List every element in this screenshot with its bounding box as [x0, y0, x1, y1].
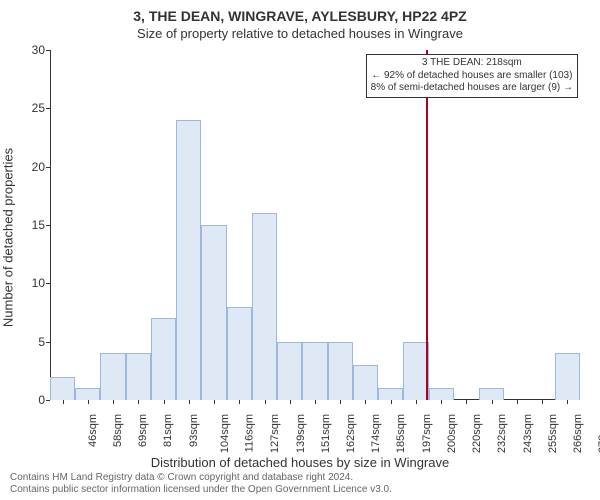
xtick-mark [391, 400, 392, 404]
xtick-mark [542, 400, 543, 404]
histogram-bar [328, 342, 353, 400]
xtick-label: 243sqm [522, 414, 534, 453]
plot-area: 05101520253046sqm58sqm69sqm81sqm93sqm104… [50, 50, 580, 400]
y-axis-label: Number of detached properties [1, 138, 16, 338]
xtick-label: 220sqm [471, 414, 483, 453]
histogram-bar [227, 307, 252, 400]
xtick-label: 174sqm [370, 414, 382, 453]
xtick-mark [88, 400, 89, 404]
xtick-mark [466, 400, 467, 404]
xtick-label: 46sqm [87, 414, 99, 447]
xtick-label: 266sqm [572, 414, 584, 453]
histogram-bar [353, 365, 378, 400]
xtick-mark [113, 400, 114, 404]
xtick-label: 139sqm [295, 414, 307, 453]
xtick-mark [189, 400, 190, 404]
histogram-bar [479, 388, 504, 400]
ytick-mark [46, 108, 50, 109]
ytick-mark [46, 342, 50, 343]
xtick-mark [265, 400, 266, 404]
ytick-label: 15 [15, 218, 45, 232]
footer-attribution: Contains HM Land Registry data © Crown c… [10, 472, 590, 496]
xtick-mark [290, 400, 291, 404]
plot-inner: 05101520253046sqm58sqm69sqm81sqm93sqm104… [50, 50, 580, 400]
xtick-label: 81sqm [162, 414, 174, 447]
property-marker-line [426, 50, 428, 400]
histogram-bar [50, 377, 75, 400]
histogram-bar [378, 388, 403, 400]
ytick-label: 5 [15, 335, 45, 349]
xtick-label: 232sqm [497, 414, 509, 453]
histogram-bar [151, 318, 176, 400]
ytick-mark [46, 225, 50, 226]
ytick-mark [46, 400, 50, 401]
histogram-bar [403, 342, 428, 400]
chart-container: 3, THE DEAN, WINGRAVE, AYLESBURY, HP22 4… [0, 0, 600, 500]
xtick-label: 104sqm [219, 414, 231, 453]
ytick-label: 30 [15, 43, 45, 57]
page-title: 3, THE DEAN, WINGRAVE, AYLESBURY, HP22 4… [0, 8, 600, 24]
xtick-mark [517, 400, 518, 404]
histogram-bar [126, 353, 151, 400]
xtick-mark [315, 400, 316, 404]
histogram-bar [429, 388, 454, 400]
histogram-bar [277, 342, 302, 400]
xtick-mark [63, 400, 64, 404]
annotation-line2: ← 92% of detached houses are smaller (10… [371, 70, 573, 83]
xtick-label: 162sqm [345, 414, 357, 453]
ytick-label: 0 [15, 393, 45, 407]
xtick-label: 200sqm [446, 414, 458, 453]
xtick-mark [214, 400, 215, 404]
xtick-mark [492, 400, 493, 404]
xtick-label: 197sqm [421, 414, 433, 453]
x-axis-label: Distribution of detached houses by size … [0, 455, 600, 470]
histogram-bar [555, 353, 580, 400]
histogram-bar [75, 388, 100, 400]
xtick-mark [138, 400, 139, 404]
ytick-label: 10 [15, 276, 45, 290]
xtick-label: 151sqm [320, 414, 332, 453]
histogram-bar [252, 213, 277, 400]
ytick-label: 20 [15, 160, 45, 174]
annotation-line1: 3 THE DEAN: 218sqm [371, 57, 573, 70]
xtick-label: 255sqm [547, 414, 559, 453]
xtick-mark [567, 400, 568, 404]
xtick-mark [416, 400, 417, 404]
footer-line1: Contains HM Land Registry data © Crown c… [10, 472, 353, 483]
histogram-bar [176, 120, 201, 400]
xtick-label: 69sqm [137, 414, 149, 447]
xtick-label: 58sqm [112, 414, 124, 447]
histogram-bar [100, 353, 125, 400]
histogram-bar [201, 225, 226, 400]
page-subtitle: Size of property relative to detached ho… [0, 26, 600, 41]
annotation-box: 3 THE DEAN: 218sqm← 92% of detached hous… [366, 54, 578, 98]
footer-line2: Contains public sector information licen… [10, 484, 392, 495]
xtick-label: 93sqm [188, 414, 200, 447]
ytick-mark [46, 50, 50, 51]
histogram-bar [302, 342, 327, 400]
xtick-mark [340, 400, 341, 404]
annotation-line3: 8% of semi-detached houses are larger (9… [371, 82, 573, 95]
y-axis-line [50, 50, 51, 400]
xtick-mark [164, 400, 165, 404]
xtick-label: 116sqm [243, 414, 255, 452]
xtick-mark [365, 400, 366, 404]
xtick-label: 185sqm [396, 414, 408, 453]
xtick-mark [441, 400, 442, 404]
xtick-label: 127sqm [269, 414, 281, 453]
ytick-mark [46, 283, 50, 284]
xtick-mark [239, 400, 240, 404]
ytick-mark [46, 167, 50, 168]
ytick-label: 25 [15, 101, 45, 115]
